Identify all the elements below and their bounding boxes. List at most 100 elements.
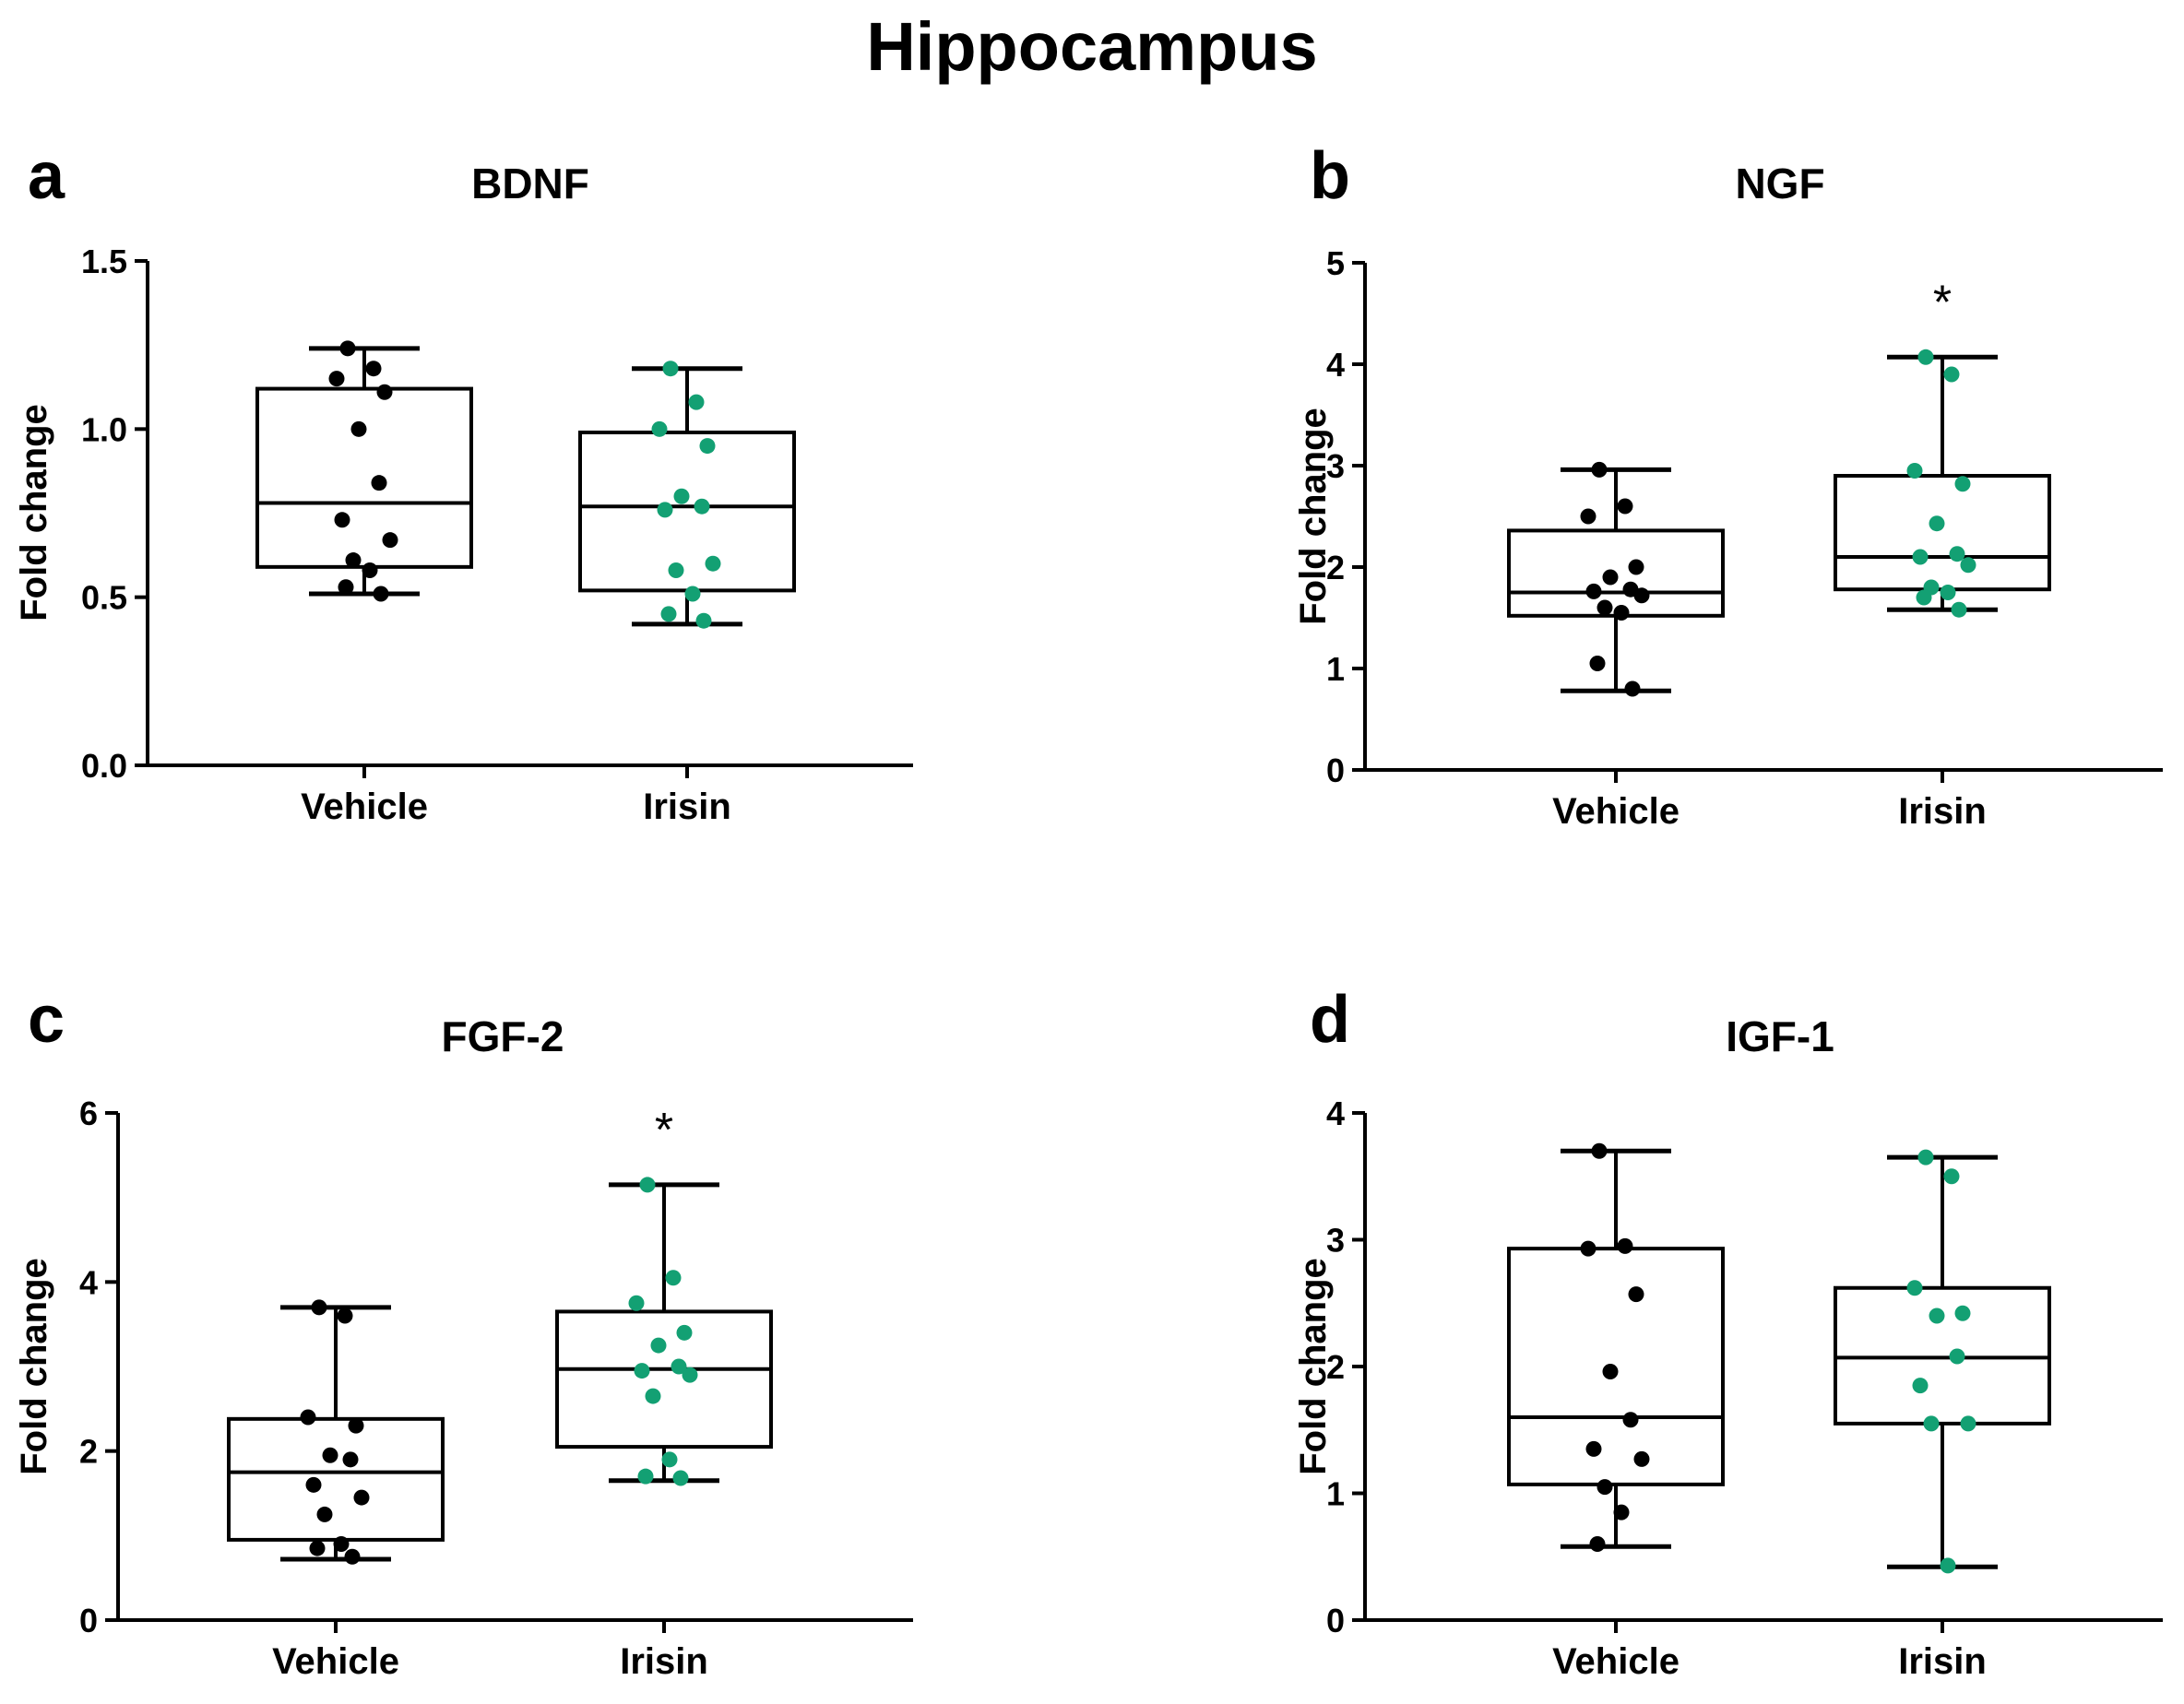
panel-title: FGF-2 [442,1012,564,1060]
series-vehicle-data-point [353,1489,370,1506]
series-vehicle-data-point [382,532,398,549]
series-irisin-data-point [634,1363,650,1379]
series-irisin-data-point [628,1295,645,1311]
y-tick-label: 0 [79,1602,98,1639]
series-vehicle-data-point [334,512,350,528]
series-irisin-data-point [684,586,701,602]
series-irisin-data-point [1960,1415,1976,1432]
series-irisin-data-point [668,562,684,578]
series-irisin-data-point [639,1177,656,1193]
series-vehicle-data-point [344,1548,361,1565]
y-tick-label: 3 [1326,447,1345,485]
series-irisin-data-point [673,488,690,504]
series-vehicle-data-point [1633,1450,1650,1467]
series-irisin-data-point [1912,1378,1929,1394]
series-irisin-data-point [1916,589,1932,606]
series-vehicle-data-point [338,579,354,596]
x-tick-label: Irisin [643,787,731,827]
y-tick-label: 0.5 [81,579,127,617]
series-irisin-data-point [1917,349,1934,365]
series-vehicle-data-point [1580,1240,1596,1257]
series-irisin-data-point [1940,1557,1956,1574]
series-vehicle-box [255,386,473,569]
series-vehicle-data-point [1633,587,1650,604]
series-irisin-data-point [645,1388,661,1404]
series-vehicle-data-point [365,361,382,377]
series-irisin-data-point [1943,1168,1960,1185]
series-vehicle-box [227,1416,445,1542]
series-irisin-data-point [699,438,716,455]
y-tick-label: 4 [79,1263,98,1301]
y-axis-label: Fold change [1293,1258,1334,1475]
series-vehicle-data-point [1585,1440,1602,1457]
series-vehicle-data-point [316,1506,333,1522]
series-irisin-data-point [1906,463,1923,479]
x-tick-label: Irisin [620,1641,708,1682]
series-irisin-data-point [1960,557,1976,574]
series-vehicle-data-point [1628,559,1644,575]
series-vehicle-data-point [371,475,387,491]
series-vehicle-data-point [322,1447,338,1463]
series-irisin-data-point [694,498,710,515]
series-vehicle-data-point [1596,599,1613,616]
x-tick-label: Vehicle [1552,1641,1680,1682]
series-irisin-data-point [637,1468,654,1485]
series-irisin-box [1834,474,2051,592]
series-irisin-data-point [1923,1415,1940,1432]
series-irisin-data-point [1954,476,1971,492]
series-vehicle-data-point [348,1417,364,1434]
series-vehicle-data-point [309,1540,326,1556]
series-vehicle-data-point [350,420,367,437]
series-vehicle-data-point [328,371,345,387]
y-tick-label: 1 [1326,650,1345,688]
series-irisin-data-point [1954,1305,1971,1321]
series-vehicle-data-point [337,1308,353,1324]
series-vehicle-data-point [1613,605,1630,621]
y-tick-label: 6 [79,1095,98,1132]
x-tick-label: Vehicle [301,787,428,827]
series-vehicle-data-point [362,562,378,578]
x-tick-label: Irisin [1898,1641,1987,1682]
series-irisin-data-point [662,361,679,377]
series-irisin-data-point [1943,366,1960,383]
series-vehicle-data-point [1589,656,1606,671]
series-irisin-data-point [682,1367,698,1383]
series-vehicle-data-point [345,552,362,569]
y-axis-label: Fold change [14,1258,54,1475]
series-vehicle-data-point [1591,1142,1608,1159]
y-tick-label: 2 [1326,1348,1345,1386]
panel-title: IGF-1 [1726,1012,1834,1060]
figure-title: Hippocampus [866,8,1318,85]
series-irisin-data-point [705,555,721,572]
series-irisin-data-point [688,394,705,410]
series-irisin-data-point [1951,601,1967,618]
y-axis-label: Fold change [14,404,54,621]
y-tick-label: 2 [1326,549,1345,586]
y-tick-label: 1.5 [81,243,127,280]
series-vehicle-data-point [1622,1412,1639,1428]
y-tick-label: 5 [1326,244,1345,282]
series-irisin-data-point [1929,515,1945,532]
series-vehicle-data-point [1580,508,1596,525]
series-irisin-data-point [1949,546,1965,562]
series-vehicle-data-point [1589,1536,1606,1552]
panel-letter: a [28,139,65,213]
series-vehicle-box [1507,1247,1725,1486]
series-vehicle-data-point [1596,1479,1613,1496]
y-tick-label: 3 [1326,1222,1345,1260]
series-irisin-data-point [1912,549,1929,565]
series-vehicle-data-point [376,384,393,400]
y-tick-label: 1.0 [81,410,127,448]
series-vehicle-data-point [1617,498,1633,515]
series-vehicle-data-point [1602,569,1619,586]
panel-title: NGF [1735,160,1824,207]
series-vehicle-data-point [300,1409,316,1426]
series-vehicle-data-point [373,586,389,602]
series-irisin-data-point [671,1358,687,1375]
series-irisin-data-point [672,1470,689,1486]
series-irisin-data-point [1906,1280,1923,1296]
series-irisin-box [555,1309,773,1450]
series-vehicle-data-point [311,1299,327,1316]
panel-letter: c [28,983,65,1057]
